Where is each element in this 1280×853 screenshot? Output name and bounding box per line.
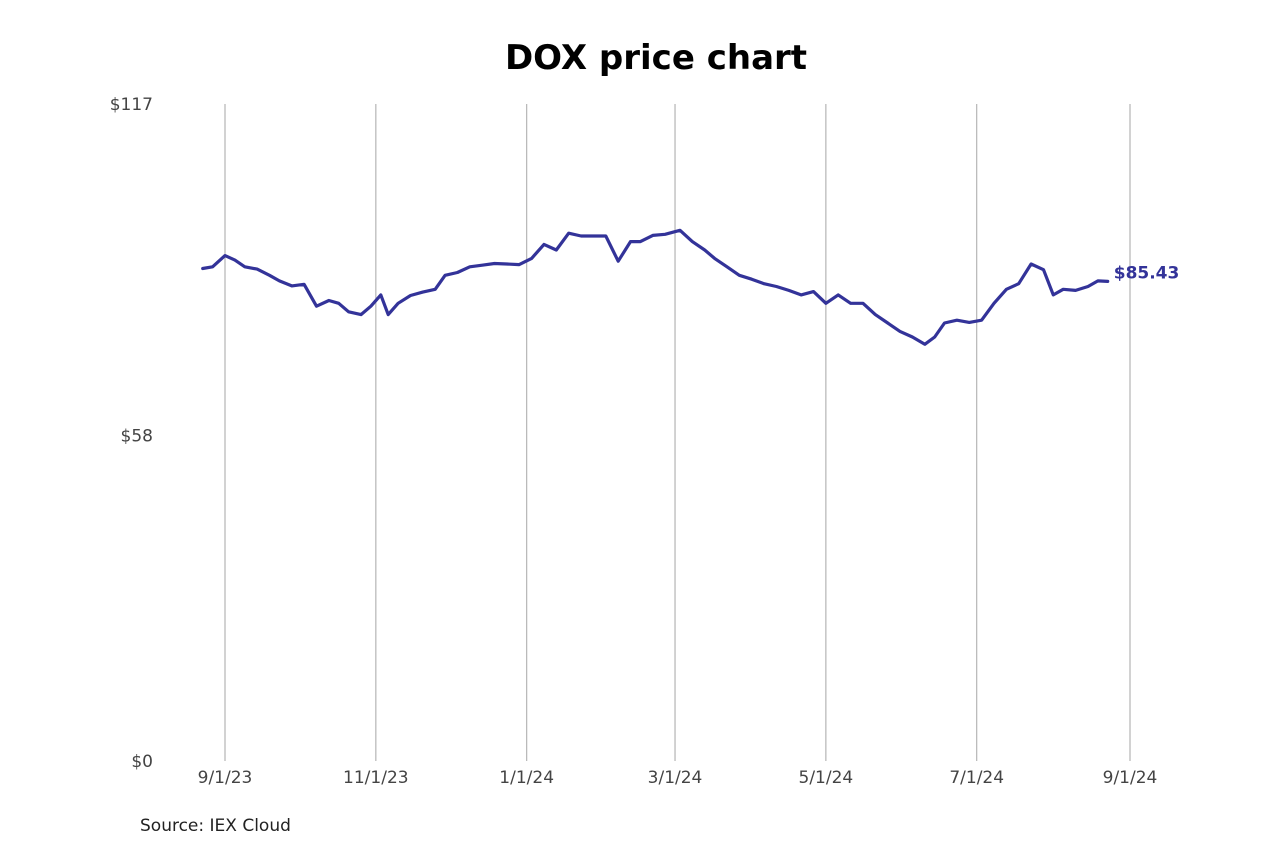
y-axis-ticks: $0 $58 $117: [110, 95, 153, 772]
x-tick-label: 5/1/24: [799, 768, 854, 788]
x-tick-label: 1/1/24: [499, 768, 554, 788]
x-tick-label: 7/1/24: [949, 768, 1004, 788]
y-tick-label: $0: [131, 752, 153, 772]
x-tick-label: 9/1/23: [198, 768, 253, 788]
y-tick-label: $58: [121, 426, 153, 446]
x-tick-label: 11/1/23: [343, 768, 409, 788]
grid-lines: [224, 104, 1131, 761]
last-price-label: $85.43: [1114, 263, 1180, 283]
source-note: Source: IEX Cloud: [140, 816, 291, 836]
price-series-line: [201, 228, 1110, 346]
x-tick-label: 9/1/24: [1103, 768, 1158, 788]
y-tick-label: $117: [110, 95, 153, 115]
x-axis-ticks: 9/1/23 11/1/23 1/1/24 3/1/24 5/1/24 7/1/24 9/1…: [198, 768, 1158, 788]
chart-title: DOX price chart: [504, 38, 808, 78]
x-tick-label: 3/1/24: [648, 768, 703, 788]
